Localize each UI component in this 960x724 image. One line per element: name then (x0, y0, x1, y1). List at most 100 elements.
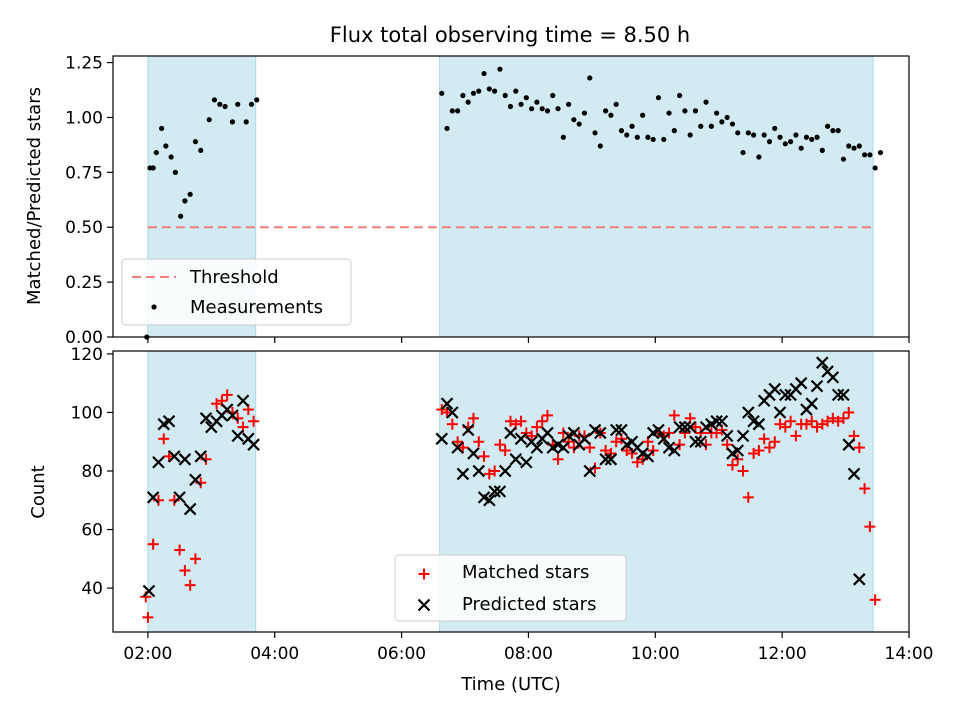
y-tick-label: 100 (71, 403, 103, 423)
measurement-point (206, 117, 212, 123)
legend-measurements-swatch (151, 304, 157, 310)
x-marker-b (483, 494, 496, 507)
predicted-star-point (504, 426, 517, 440)
x-axis-label: Time (UTC) (460, 674, 561, 695)
x-marker-b (694, 435, 708, 449)
predicted-star-point (509, 453, 523, 466)
predicted-star-point (194, 450, 208, 463)
measurement-point (788, 139, 794, 145)
x-marker-b (183, 502, 197, 516)
legend-matched-label: Matched stars (462, 562, 589, 583)
predicted-star-point (594, 426, 607, 440)
measurement-point (539, 106, 545, 112)
legend-measurements-label: Measurements (190, 297, 323, 318)
predicted-star-point (768, 382, 782, 396)
matched-star-point (737, 465, 749, 477)
matched-star-point (467, 412, 479, 424)
measurement-point (192, 139, 199, 145)
x-marker-b (731, 444, 745, 457)
measurement-point (187, 191, 193, 197)
matched-star-point (446, 418, 458, 430)
predicted-star-point (837, 388, 850, 402)
x-marker-b (652, 423, 665, 437)
measurement-point (587, 75, 593, 81)
matched-star-point (853, 442, 865, 454)
y-tick-label: 120 (71, 345, 103, 365)
measurement-point (830, 128, 836, 134)
predicted-star-point (742, 406, 755, 419)
measurement-point (529, 106, 535, 112)
measurement-point (825, 123, 831, 129)
x-marker-b (435, 432, 449, 446)
measurement-point (439, 90, 445, 96)
matched-star-point (515, 415, 527, 427)
predicted-star-point (641, 450, 655, 463)
predicted-star-point (773, 406, 787, 419)
matched-star-point (526, 430, 538, 442)
measurement-point (862, 152, 868, 158)
predicted-star-point (152, 455, 165, 469)
x-tick-label: 12:00 (758, 644, 807, 664)
measurement-point (603, 108, 609, 114)
measurement-point (159, 125, 165, 132)
x-marker-b (742, 406, 755, 419)
bottom-y-axis-label: Count (28, 465, 49, 518)
measurement-point (867, 152, 873, 158)
bottom-legend-box (394, 554, 627, 622)
x-marker-b (805, 397, 819, 410)
measurement-point (666, 110, 672, 116)
x-marker-b (615, 423, 628, 437)
predicted-star-point (520, 455, 533, 469)
predicted-star-point (178, 453, 192, 466)
measurement-point (470, 90, 477, 96)
x-marker-b (609, 423, 623, 437)
legend-predicted-swatch (417, 598, 431, 612)
x-tick-label: 02:00 (123, 644, 172, 664)
measurement-point (729, 121, 736, 127)
measurement-point (745, 130, 751, 136)
x-marker-b (747, 414, 760, 428)
measurement-point (613, 101, 619, 107)
matched-star-point (753, 445, 765, 457)
matched-star-point (174, 544, 186, 556)
predicted-star-point (710, 414, 723, 428)
predicted-star-point (498, 464, 512, 478)
predicted-star-point (609, 423, 623, 437)
x-marker-b (514, 432, 528, 446)
matched-star-point (221, 389, 233, 401)
x-marker-b (152, 455, 165, 469)
measurement-point (581, 110, 588, 116)
predicted-star-point (440, 397, 454, 410)
x-marker-b (520, 455, 533, 469)
measurement-point (645, 134, 651, 140)
measurement-point (819, 147, 825, 153)
matched-star-point (859, 483, 871, 495)
x-marker-b (173, 491, 186, 504)
measurement-point (798, 145, 804, 151)
x-marker-b (477, 491, 491, 504)
x-marker-b (842, 438, 856, 451)
measurement-point (640, 112, 646, 118)
x-marker-b (689, 435, 702, 449)
measurement-point (560, 134, 566, 140)
predicted-star-point (236, 394, 250, 408)
measurement-point (809, 136, 815, 143)
measurement-point (460, 92, 466, 99)
measurement-point (756, 154, 762, 160)
predicted-star-point (683, 420, 697, 434)
x-marker-b (599, 453, 612, 466)
predicted-star-point (599, 453, 612, 466)
measurement-point (497, 66, 503, 72)
measurement-point (254, 97, 260, 103)
measurement-point (248, 101, 255, 107)
measurement-point (761, 132, 767, 138)
chart-title: Flux total observing time = 8.50 h (330, 23, 690, 47)
x-marker-b (142, 584, 156, 598)
matched-star-point (163, 450, 175, 462)
measurement-point (550, 92, 556, 99)
x-marker-b (683, 420, 697, 434)
measurement-point (576, 121, 582, 127)
y-tick-label: 40 (81, 579, 103, 599)
bottom-panel: 40 60 80 100 120 02:00 04:00 06:00 08:00 10:00 12… (28, 345, 934, 695)
measurement-point (840, 156, 847, 162)
